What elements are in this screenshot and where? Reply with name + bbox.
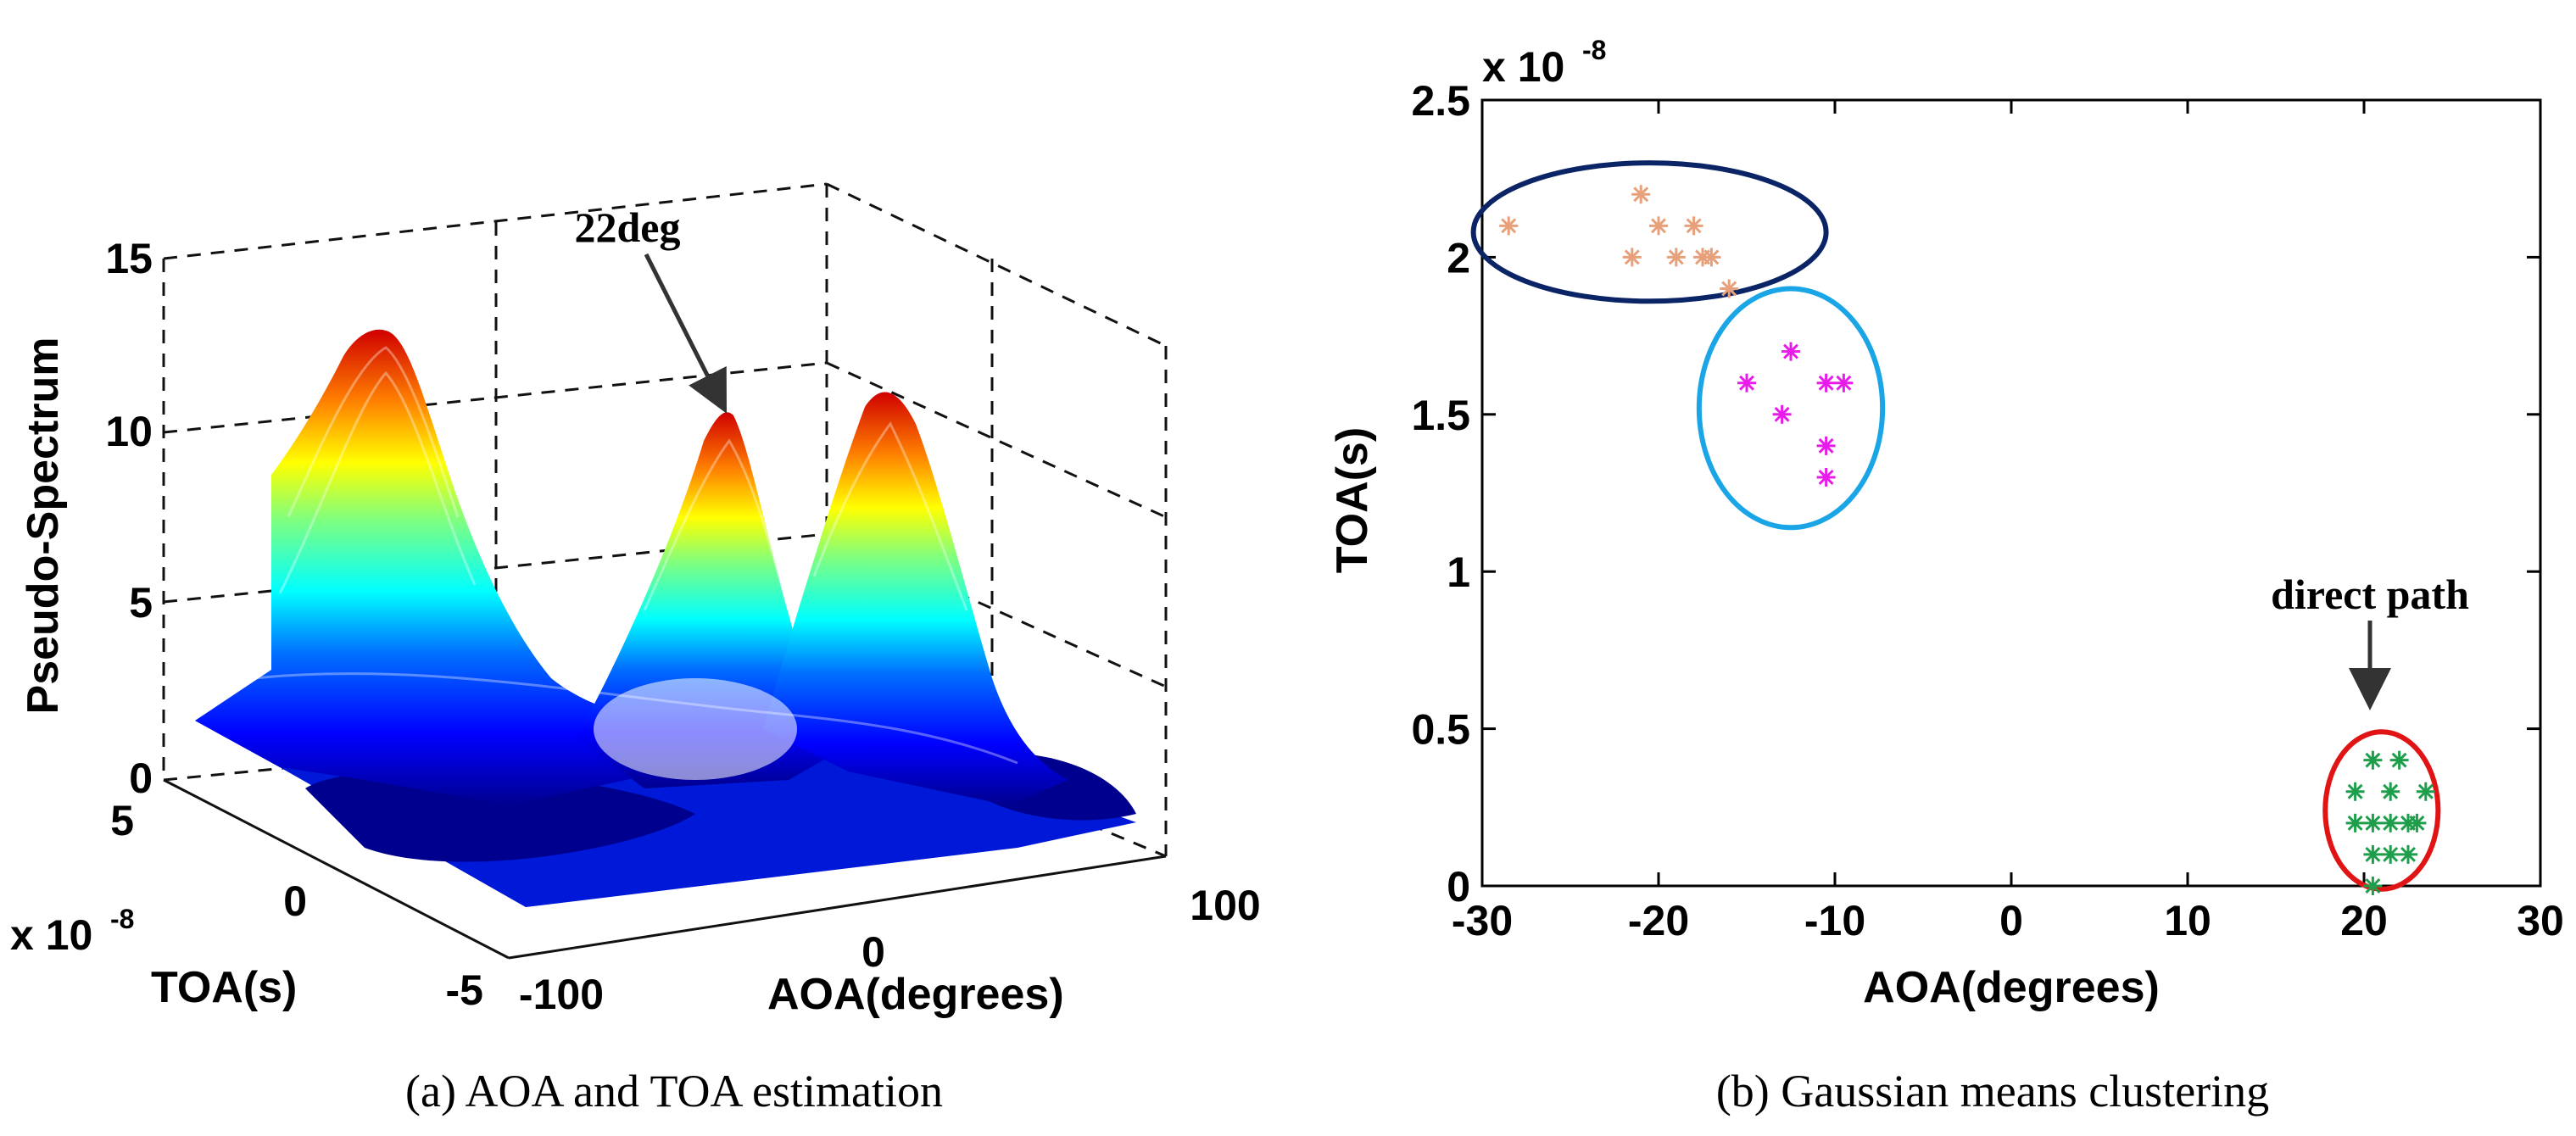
- cluster-3-point: [2363, 844, 2383, 864]
- toa-tick: 0: [283, 877, 307, 925]
- y-exponent-power: -8: [1582, 35, 1606, 65]
- cluster-3-point: [2416, 782, 2435, 801]
- x-tick-label: 10: [2164, 897, 2211, 944]
- x-tick-labels: -30 -20 -10 0 10 20 30: [1452, 897, 2564, 944]
- toa-exponent-base: x 10: [10, 911, 92, 959]
- cluster-3-point: [2345, 782, 2365, 801]
- cluster-3-point: [2407, 813, 2427, 833]
- direct-path-text: direct path: [2271, 571, 2469, 618]
- toa-exponent: x 10 -8: [10, 904, 134, 959]
- cluster-3-point: [2389, 750, 2409, 770]
- cluster-3-point: [2381, 813, 2400, 833]
- cluster-2-point: [1834, 373, 1854, 393]
- toa-tick: 5: [110, 797, 134, 844]
- toa-exponent-power: -8: [110, 904, 134, 934]
- y-axis-label: TOA(s): [1328, 427, 1377, 573]
- toa-tick-labels: 5 0 -5: [110, 797, 483, 1014]
- cluster-1-point: [1684, 216, 1703, 236]
- cluster-1-point: [1631, 185, 1651, 204]
- z-axis-label: Pseudo-Spectrum: [19, 337, 68, 715]
- peak-right-surface: [763, 392, 1068, 805]
- x-tick-label: 20: [2340, 897, 2388, 944]
- cluster-3-point: [2363, 877, 2383, 895]
- cluster-3-point: [2345, 813, 2365, 833]
- aoa-tick: -100: [519, 971, 604, 1018]
- y-tick-label: 2.5: [1411, 77, 1470, 125]
- annotation-22deg: 22deg: [575, 203, 728, 414]
- y-tick-label: 0: [1447, 863, 1470, 910]
- cluster-3-point: [2363, 750, 2383, 770]
- caption-a: (a) AOA and TOA estimation: [405, 1066, 943, 1117]
- x-tick-label: 0: [1999, 897, 2023, 944]
- ellipse-light-blue: [1696, 286, 1886, 531]
- pseudo-spectrum-surface: [195, 329, 1136, 907]
- y-tick-label: 1: [1447, 549, 1470, 596]
- axis-ticks: [1480, 98, 2542, 888]
- z-tick: 15: [105, 235, 153, 282]
- panel-b-scatter: -30 -20 -10 0 10 20 30 0 0.5 1 1.5 2 2.5 AOA(degree…: [1328, 35, 2564, 1117]
- surface-dark-region-left: [305, 770, 695, 862]
- cluster-2-point: [1772, 404, 1792, 424]
- toa-axis-label: TOA(s): [151, 963, 297, 1012]
- y-tick-label: 1.5: [1411, 392, 1470, 439]
- ellipse-red: [2322, 729, 2441, 892]
- x-tick-label: 30: [2517, 897, 2564, 944]
- cluster-1-point: [1666, 248, 1686, 267]
- caption-b: (b) Gaussian means clustering: [1716, 1066, 2269, 1117]
- y-tick-label: 0.5: [1411, 706, 1470, 754]
- cluster-1-point: [1649, 216, 1668, 236]
- cluster-1-point: [1499, 216, 1519, 236]
- cluster-2-point: [1816, 467, 1836, 487]
- plot-area-frame: [1480, 98, 2542, 888]
- cluster-ellipses: [1470, 160, 2441, 892]
- surface-contour-bands: [254, 346, 1018, 765]
- cluster-1-point: [1622, 248, 1642, 267]
- annotation-22deg-text: 22deg: [575, 203, 681, 251]
- cluster-3-point: [2381, 782, 2400, 801]
- z-tick: 10: [105, 408, 153, 455]
- cluster-1-point: [1702, 248, 1721, 267]
- cluster-2-point: [1816, 373, 1836, 393]
- front-axes: [163, 778, 1167, 960]
- annotation-22deg-arrow: [644, 253, 728, 414]
- cluster-2-point: [1781, 342, 1800, 361]
- y-exponent: x 10 -8: [1482, 35, 1606, 91]
- peak-left-surface: [195, 329, 704, 805]
- panel-a-3d-surface: 15 10 5 0 5 0 -5 -100 0 100 Pseudo-Spect…: [10, 182, 1261, 1117]
- aoa-tick: 100: [1190, 882, 1260, 929]
- cluster-1-point: [1720, 279, 1739, 298]
- ellipse-dark-blue: [1470, 160, 1829, 304]
- cluster-3-point: [2399, 844, 2417, 864]
- z-tick-labels: 15 10 5 0: [105, 235, 153, 802]
- z-tick: 5: [129, 579, 153, 626]
- annotation-direct-path: direct path: [2271, 571, 2469, 710]
- cluster-2-point: [1816, 436, 1836, 455]
- x-tick-label: -10: [1804, 897, 1865, 944]
- cluster-3-point: [2381, 844, 2400, 864]
- white-highlight-region: [594, 678, 797, 780]
- cluster-3-point: [2363, 813, 2383, 833]
- cluster-2-point: [1737, 373, 1756, 393]
- z-tick: 0: [129, 755, 153, 802]
- y-exponent-base: x 10: [1482, 43, 1564, 91]
- toa-tick: -5: [446, 966, 483, 1014]
- aoa-tick: 0: [861, 928, 885, 976]
- aoa-axis-label: AOA(degrees): [767, 970, 1064, 1019]
- scatter-points: [1499, 185, 2435, 895]
- y-tick-labels: 0 0.5 1 1.5 2 2.5: [1411, 77, 1470, 910]
- x-tick-label: -30: [1452, 897, 1513, 944]
- x-tick-label: -20: [1628, 897, 1689, 944]
- aoa-tick-labels: -100 0 100: [519, 882, 1261, 1018]
- x-axis-label: AOA(degrees): [1863, 963, 2160, 1012]
- y-tick-label: 2: [1447, 234, 1470, 281]
